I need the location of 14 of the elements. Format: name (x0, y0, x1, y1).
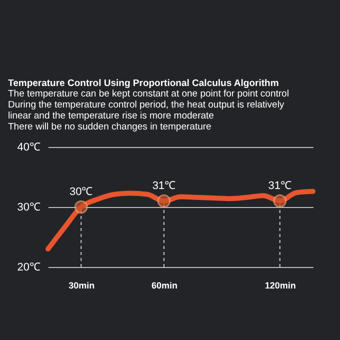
x-tick-label: 60min (151, 280, 178, 290)
x-tick-label: 120min (264, 280, 296, 290)
text: During the temperature control period, the heat output is relatively (8, 100, 284, 110)
data-label: 30℃ (70, 186, 93, 198)
y-tick-label: 30℃ (17, 202, 40, 214)
text: The temperature can be kept constant at one point for point control (8, 88, 289, 100)
text: linear and the temperature rise is more moderate (8, 110, 214, 122)
data-label: 31℃ (268, 180, 292, 192)
data-label: 31℃ (152, 180, 176, 192)
y-tick-label: 40℃ (17, 142, 40, 154)
y-tick-label: 20℃ (17, 262, 40, 274)
chart-title: Temperature Control Using Proportional Calculus Algorithm (8, 78, 279, 89)
x-tick-label: 30min (68, 280, 95, 290)
text: There will be no sudden changes in temperature (8, 122, 212, 132)
